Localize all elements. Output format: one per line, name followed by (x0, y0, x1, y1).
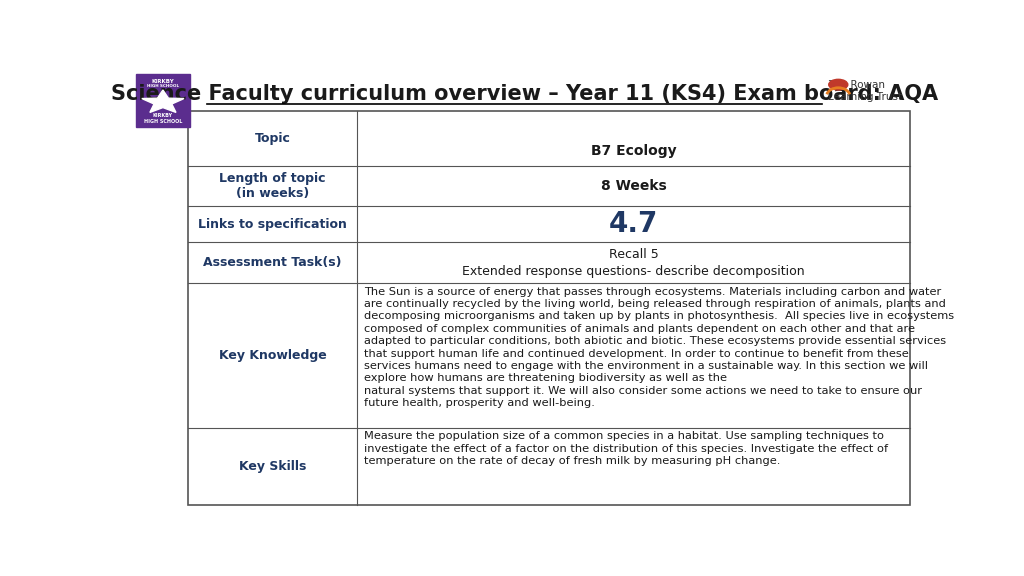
Text: Science Faculty curriculum overview – Year 11 (KS4) Exam board: AQA: Science Faculty curriculum overview – Ye… (112, 84, 938, 104)
Text: Recall 5
Extended response questions- describe decomposition: Recall 5 Extended response questions- de… (462, 248, 805, 278)
Text: Links to specification: Links to specification (198, 218, 347, 231)
Text: B7 Ecology: B7 Ecology (591, 145, 676, 158)
Text: KIRKBY
HIGH SCHOOL: KIRKBY HIGH SCHOOL (143, 113, 182, 124)
Circle shape (828, 79, 848, 90)
Text: The Sun is a source of energy that passes through ecosystems. Materials includin: The Sun is a source of energy that passe… (364, 287, 953, 408)
Text: The Rowan
Learning Trust: The Rowan Learning Trust (827, 81, 902, 102)
Text: KIRKBY: KIRKBY (152, 78, 174, 84)
Polygon shape (141, 90, 184, 112)
Text: HIGH SCHOOL: HIGH SCHOOL (146, 84, 179, 88)
Text: 8 Weeks: 8 Weeks (601, 179, 667, 193)
Text: Key Skills: Key Skills (239, 460, 306, 473)
FancyBboxPatch shape (136, 74, 189, 127)
Text: 4.7: 4.7 (609, 210, 658, 238)
Text: Length of topic
(in weeks): Length of topic (in weeks) (219, 172, 326, 200)
Text: Key Knowledge: Key Knowledge (218, 349, 327, 362)
Text: Topic: Topic (254, 132, 291, 145)
Text: Measure the population size of a common species in a habitat. Use sampling techn: Measure the population size of a common … (364, 431, 888, 466)
Text: Assessment Task(s): Assessment Task(s) (203, 256, 342, 269)
